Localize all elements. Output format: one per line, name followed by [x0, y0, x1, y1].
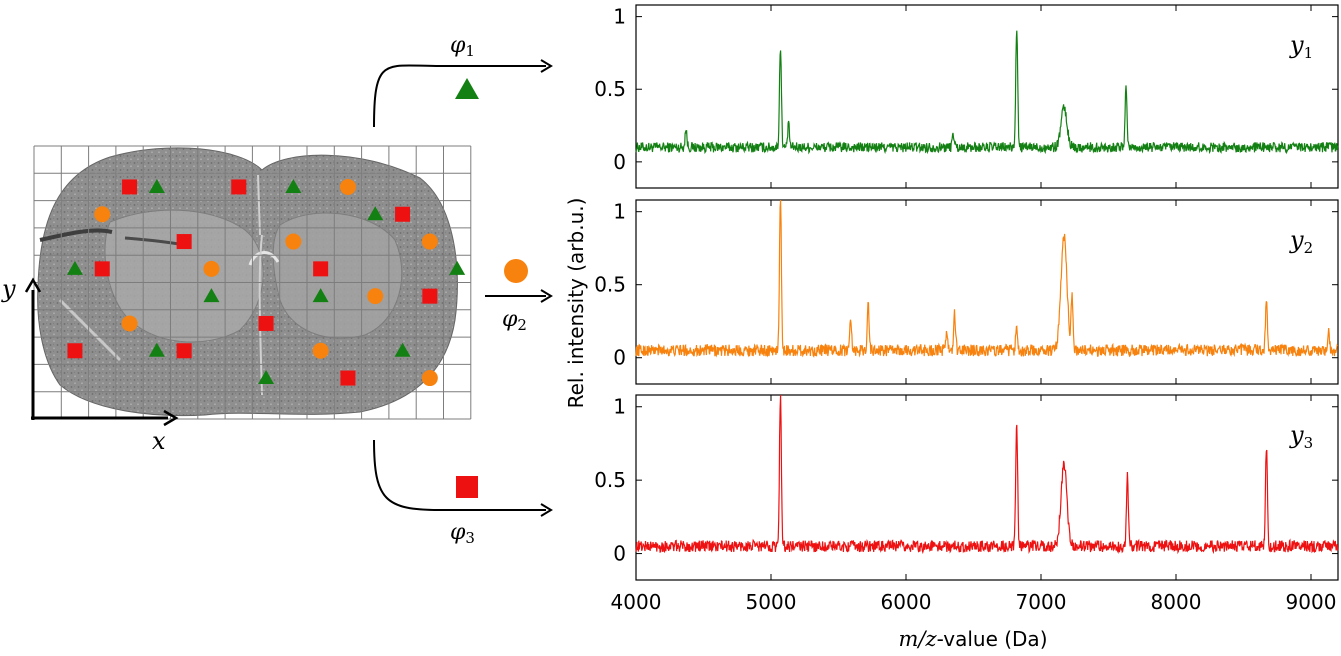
x-tick-label: 7000 — [1016, 590, 1067, 614]
square-marker-icon — [456, 476, 478, 498]
series-label-2: y2 — [1289, 226, 1313, 257]
circle-marker — [285, 233, 302, 250]
panel-frame — [635, 394, 1339, 581]
square-marker — [422, 288, 438, 304]
triangle-marker — [66, 260, 83, 275]
arrowhead-icon — [540, 289, 553, 303]
square-marker — [340, 370, 356, 386]
y-axis-title: Rel. intensity (arb.u.) — [564, 198, 588, 409]
spectrum-panel-3: 0 0.5 1 y3 4000 5000 6000 7000 8000 9000 — [594, 394, 1339, 614]
phi-2-subscript: 2 — [517, 316, 527, 334]
triangle-marker — [148, 342, 165, 357]
x-tick-label: 8000 — [1151, 590, 1202, 614]
panel-frame — [635, 199, 1339, 385]
x-axis-title-italic: m/z — [899, 627, 938, 651]
spectrum-panel-1: 0 0.5 1 y1 — [594, 4, 1339, 189]
y-tick-label: 0 — [613, 346, 626, 370]
x-tick-label: 9000 — [1286, 590, 1337, 614]
square-marker — [395, 206, 411, 222]
circle-marker — [121, 315, 138, 332]
circle-marker — [421, 370, 438, 387]
phi-2-label: φ — [502, 307, 518, 332]
circle-marker — [339, 178, 356, 195]
coordinate-axes: y x — [1, 275, 179, 455]
svg-text:φ2: φ2 — [502, 307, 527, 334]
square-marker — [122, 179, 138, 195]
mapping-1: φ1 — [373, 33, 553, 128]
x-axis-label: x — [152, 427, 166, 455]
square-marker — [313, 261, 329, 277]
square-marker — [258, 315, 274, 331]
tissue-image — [37, 147, 458, 417]
y-tick-label: 1 — [613, 395, 626, 419]
grid-lines — [33, 145, 472, 420]
triangle-marker — [203, 288, 220, 303]
phi-3-subscript: 3 — [465, 529, 475, 547]
y-tick-label: 0 — [613, 542, 626, 566]
y-tick-label: 0.5 — [594, 468, 626, 492]
phi-1-subscript: 1 — [465, 42, 475, 60]
phi-1-label: φ — [450, 33, 466, 58]
mapping-arrows: φ1 φ2 φ3 — [373, 33, 553, 547]
circle-marker — [421, 233, 438, 250]
x-tick-label: 6000 — [881, 590, 932, 614]
series-label-3: y3 — [1289, 421, 1313, 452]
phi-3-label: φ — [450, 520, 466, 545]
spectra-chart: 0 0.5 1 y1 0 0.5 1 y2 0 0.5 1 y3 4000 5000 6000 7000 800… — [594, 4, 1339, 614]
spectrum-panel-2: 0 0.5 1 y2 — [594, 199, 1339, 385]
y-tick-label: 0.5 — [594, 273, 626, 297]
class-markers — [66, 178, 466, 387]
circle-marker — [367, 288, 384, 305]
svg-text:φ1: φ1 — [450, 33, 475, 60]
square-marker — [176, 343, 192, 359]
triangle-marker — [148, 178, 165, 193]
triangle-marker — [394, 342, 411, 357]
x-tick-label: 5000 — [746, 590, 797, 614]
x-tick-label: 4000 — [611, 590, 662, 614]
triangle-marker — [285, 178, 302, 193]
triangle-marker — [367, 206, 384, 221]
y-tick-label: 1 — [613, 5, 626, 29]
triangle-marker-icon — [455, 78, 479, 99]
y-axis-label: y — [1, 275, 16, 303]
svg-text:φ3: φ3 — [450, 520, 475, 547]
arrowhead-icon — [540, 59, 553, 73]
triangle-marker — [258, 370, 275, 385]
circle-marker — [312, 342, 329, 359]
tissue-panel: y x — [1, 145, 472, 455]
x-axis-title: m/z-value (Da) — [899, 627, 1048, 651]
square-marker — [67, 343, 83, 359]
x-axis-title-rest: -value (Da) — [937, 627, 1048, 651]
circle-marker-icon — [504, 259, 528, 283]
y-tick-label: 0 — [613, 150, 626, 174]
circle-marker — [203, 260, 220, 277]
y-tick-label: 0.5 — [594, 77, 626, 101]
circle-marker — [94, 206, 111, 223]
spectrum-line-2 — [635, 199, 1339, 358]
spectrum-line-1 — [635, 30, 1339, 155]
square-marker — [94, 261, 110, 277]
series-label-1: y1 — [1289, 31, 1313, 62]
triangle-marker — [449, 260, 466, 275]
square-marker — [231, 179, 247, 195]
spectrum-line-3 — [635, 394, 1339, 555]
mapping-3: φ3 — [373, 439, 553, 547]
panel-frame — [635, 4, 1339, 189]
square-marker — [176, 234, 192, 250]
mapping-2: φ2 — [485, 259, 553, 334]
arrowhead-icon — [540, 503, 553, 517]
triangle-marker — [312, 288, 329, 303]
y-tick-label: 1 — [613, 200, 626, 224]
